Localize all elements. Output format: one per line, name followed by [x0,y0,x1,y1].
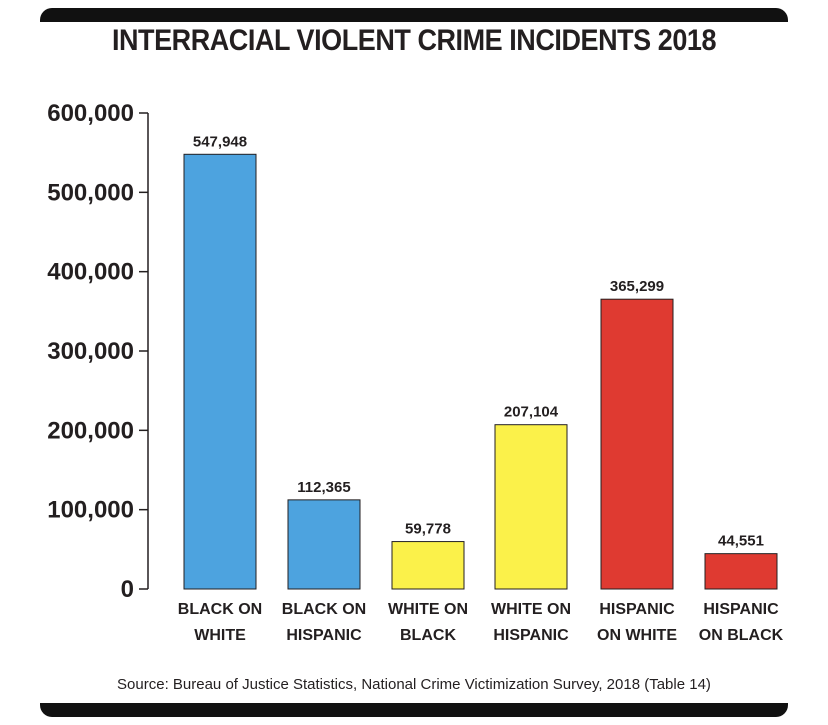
bar-value-label: 112,365 [297,479,350,496]
bar [494,424,568,590]
x-category-label: BLACK ON [282,601,366,618]
bar-value-label: 207,104 [504,404,559,421]
chart-title: INTERRACIAL VIOLENT CRIME INCIDENTS 2018 [111,24,717,57]
x-category-label: HISPANIC [703,601,779,618]
x-category-label: WHITE ON [388,601,468,618]
bar [391,541,465,590]
y-tick-label: 500,000 [47,179,134,206]
x-category-label: WHITE ON [491,601,571,618]
y-tick-label: 200,000 [47,417,134,444]
chart-source-note: Source: Bureau of Justice Statistics, Na… [117,676,711,693]
y-tick-label: 400,000 [47,259,134,286]
bar-value-label: 59,778 [405,521,451,538]
y-tick-label: 600,000 [47,100,134,127]
bar-value-label: 365,299 [610,278,664,295]
bar [287,499,361,590]
bottom-border-band [40,703,788,717]
bar [600,298,674,590]
y-tick-label: 100,000 [47,497,134,524]
bar [183,153,257,590]
bar [704,553,778,590]
x-category-label: HISPANIC [286,627,362,644]
x-category-label: HISPANIC [599,601,675,618]
x-category-label: HISPANIC [493,627,569,644]
x-category-label: BLACK [400,627,456,644]
x-category-label: ON WHITE [597,627,677,644]
bar-value-label: 44,551 [718,533,764,550]
x-category-label: ON BLACK [699,627,784,644]
top-border-band [40,8,788,22]
x-category-label: BLACK ON [178,601,262,618]
x-category-label: WHITE [194,627,246,644]
y-tick-label: 300,000 [47,338,134,365]
bar-value-label: 547,948 [193,133,247,150]
y-tick-label: 0 [121,576,134,603]
